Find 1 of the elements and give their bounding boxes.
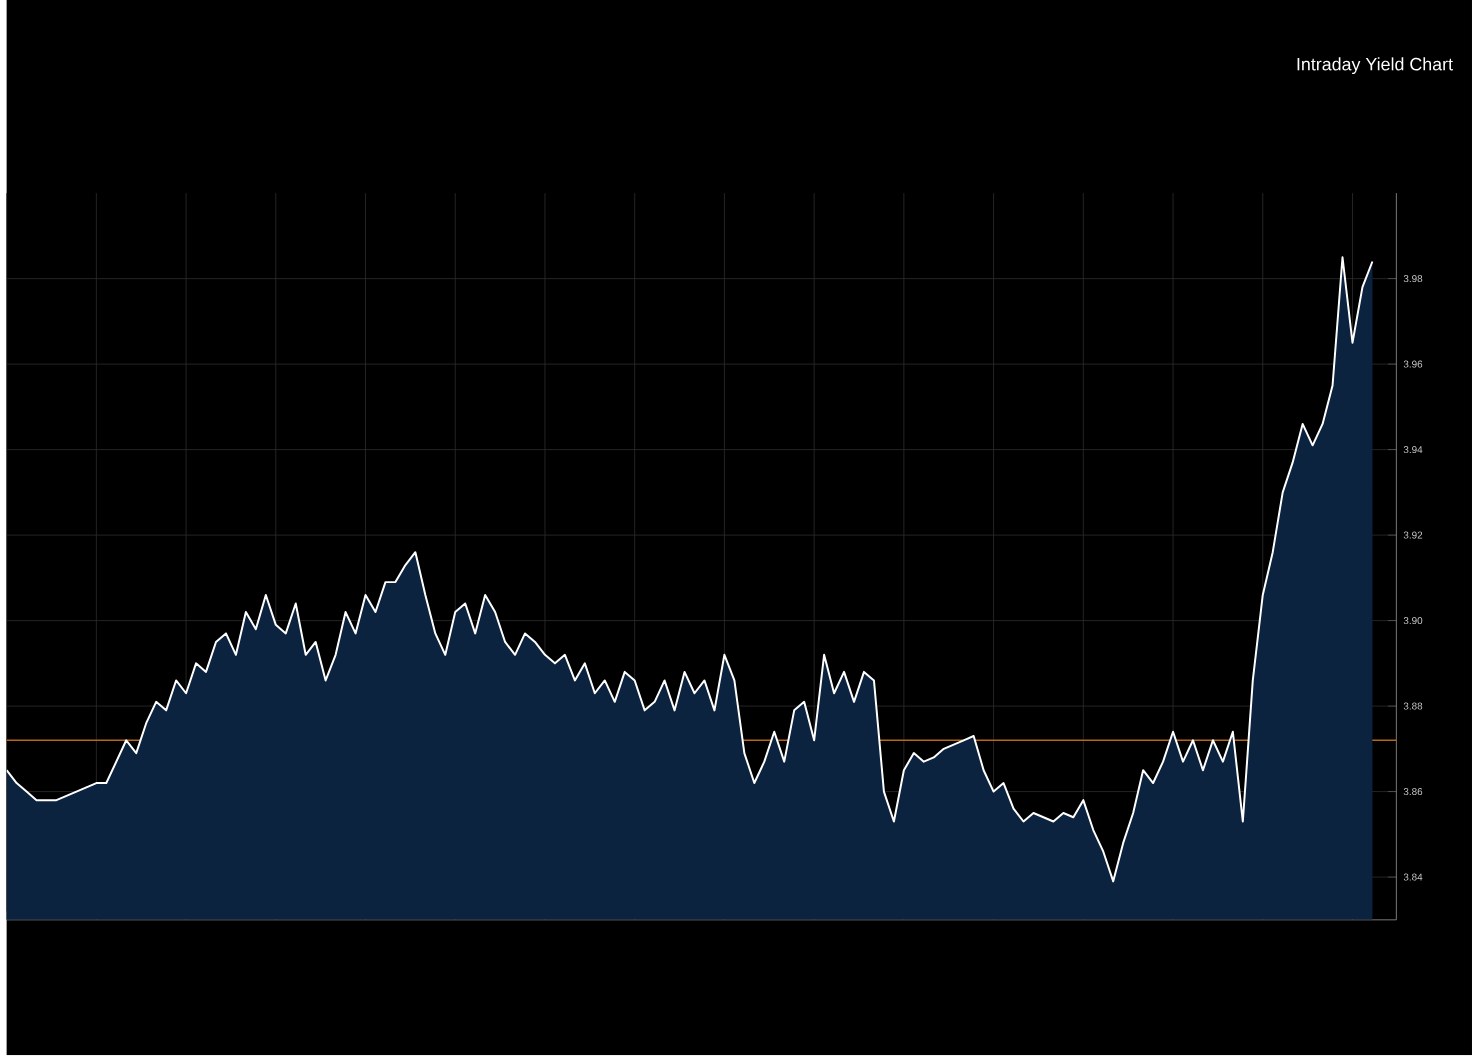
chart-title: Intraday Yield Chart: [1297, 57, 1453, 75]
